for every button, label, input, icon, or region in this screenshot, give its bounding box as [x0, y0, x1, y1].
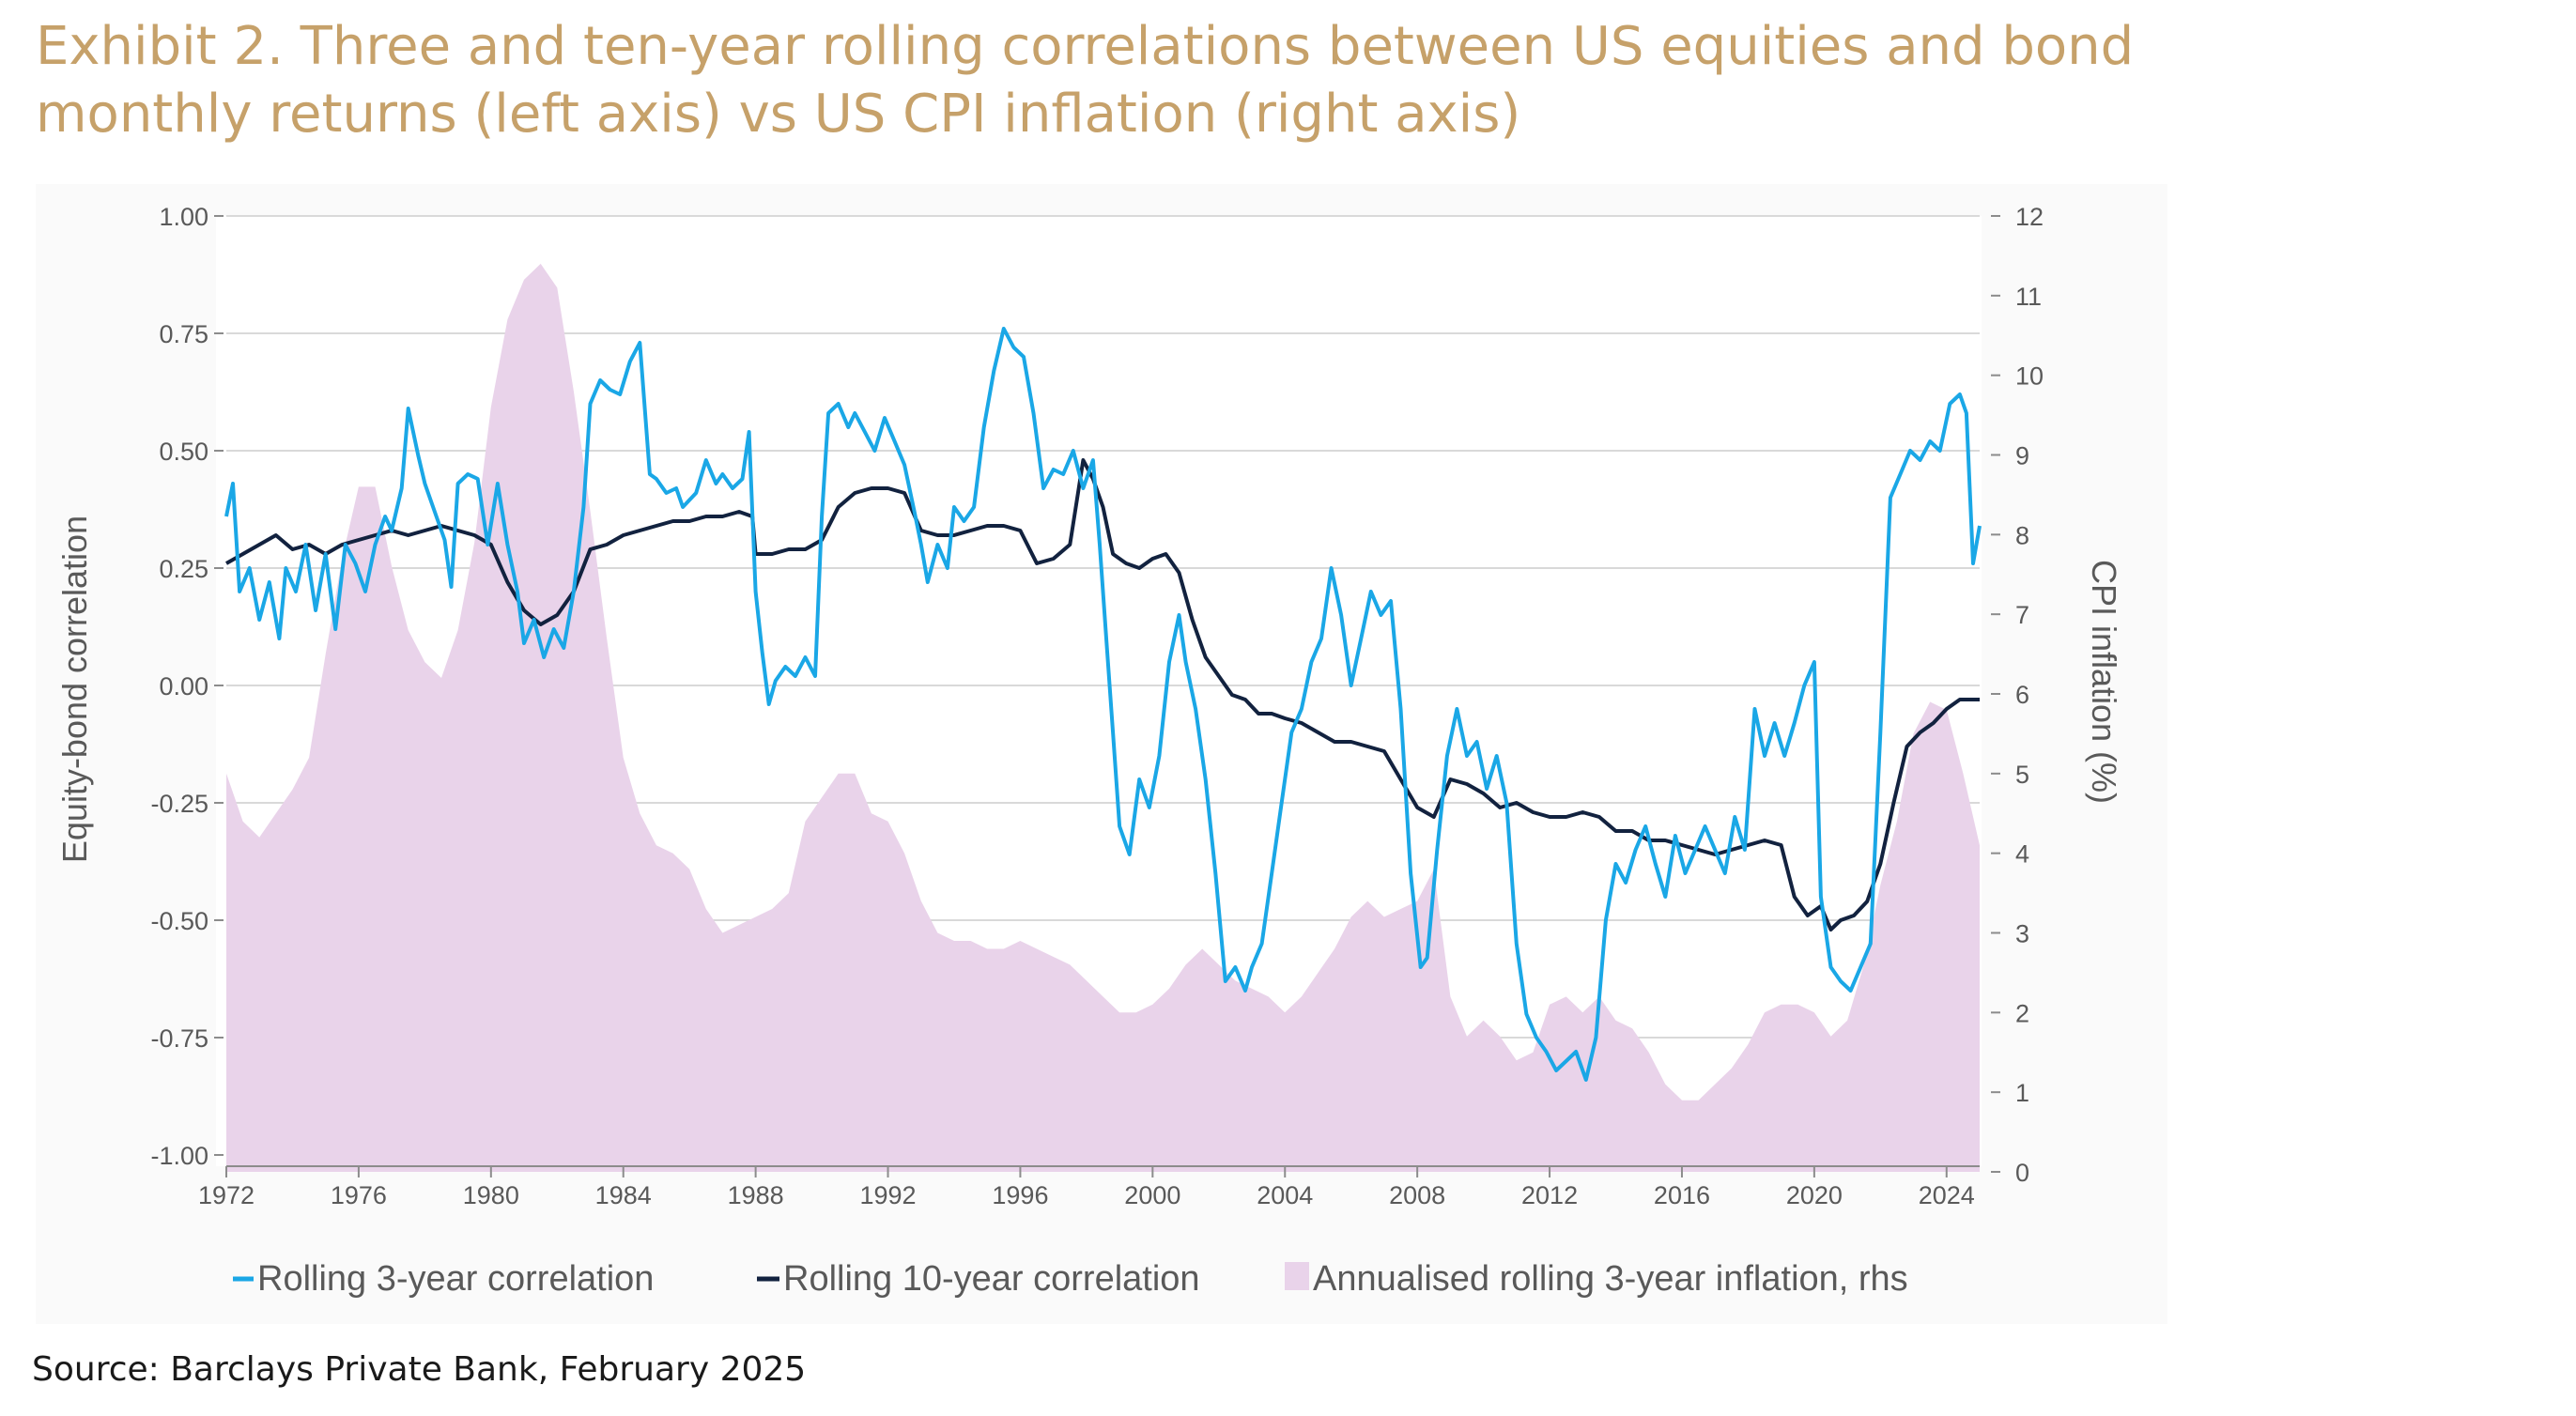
y2-tick-label: 7: [2015, 601, 2029, 629]
y-tick-label: -0.75: [150, 1024, 208, 1053]
y2-tick-label: 12: [2015, 203, 2044, 231]
x-tick-label: 1980: [463, 1181, 519, 1209]
y2-tick-label: 2: [2015, 999, 2029, 1027]
rolling-3-year-series: [224, 327, 1982, 1082]
y-tick-label: 0.50: [159, 438, 208, 466]
y-tick-label: 0.25: [159, 555, 208, 583]
y2-tick-label: 4: [2015, 840, 2029, 869]
y2-tick-label: 9: [2015, 442, 2029, 470]
x-tick-label: 1972: [198, 1181, 255, 1209]
chart-title-line-2: monthly returns (left axis) vs US CPI in…: [36, 84, 1521, 145]
legend: Rolling 3-year correlation Rolling 10-yea…: [233, 1259, 1908, 1299]
inflation-area-series: [226, 263, 1980, 1172]
y2-tick-label: 5: [2015, 761, 2029, 789]
y2-tick-label: 8: [2015, 521, 2029, 549]
y-tick-label: 1.00: [159, 203, 208, 231]
x-tick-label: 1976: [331, 1181, 387, 1209]
x-tick-label: 1996: [992, 1181, 1048, 1209]
axes: 1.00 0.75 0.50 0.25 0.00 -0.25 -0.50 -0.75 -1.00…: [55, 203, 2123, 1209]
x-tick-label: 1992: [859, 1181, 916, 1209]
x-tick-label: 1984: [595, 1181, 652, 1209]
rolling-3-year-line: [224, 327, 1982, 1082]
y-tick-label: 0.75: [159, 320, 208, 348]
source-note: Source: Barclays Private Bank, February …: [32, 1350, 807, 1389]
inflation-area: [226, 263, 1980, 1172]
chart-title: Exhibit 2. Three and ten-year rolling co…: [36, 13, 2290, 148]
y-tick-label: -1.00: [150, 1142, 208, 1170]
y2-tick-label: 0: [2015, 1159, 2029, 1187]
x-tick-label: 2008: [1389, 1181, 1445, 1209]
y-axis-title: Equity-bond correlation: [55, 516, 94, 863]
y-tick-label: 0.00: [159, 672, 208, 700]
chart-title-line-1: Exhibit 2. Three and ten-year rolling co…: [36, 16, 2135, 77]
x-tick-label: 2020: [1786, 1181, 1843, 1209]
legend-label-rolling-10-year: Rolling 10-year correlation: [783, 1259, 1200, 1299]
x-tick-label: 2012: [1521, 1181, 1578, 1209]
legend-label-inflation: Annualised rolling 3-year inflation, rhs: [1313, 1259, 1908, 1299]
legend-swatch-inflation: [1285, 1262, 1309, 1290]
y2-tick-label: 10: [2015, 362, 2044, 391]
y2-tick-label: 11: [2015, 283, 2042, 311]
legend-label-rolling-3-year: Rolling 3-year correlation: [257, 1259, 654, 1299]
x-tick-label: 2000: [1124, 1181, 1180, 1209]
y2-tick-label: 6: [2015, 681, 2029, 709]
y2-tick-label: 1: [2015, 1079, 2029, 1107]
x-tick-label: 2004: [1257, 1181, 1313, 1209]
x-tick-label: 2024: [1919, 1181, 1975, 1209]
y-tick-label: -0.50: [150, 907, 208, 935]
y2-axis-title: CPI inflation (%): [2085, 560, 2123, 804]
x-tick-label: 1988: [728, 1181, 784, 1209]
x-tick-label: 2016: [1654, 1181, 1710, 1209]
y2-tick-label: 3: [2015, 920, 2029, 948]
y-tick-label: -0.25: [150, 790, 208, 818]
